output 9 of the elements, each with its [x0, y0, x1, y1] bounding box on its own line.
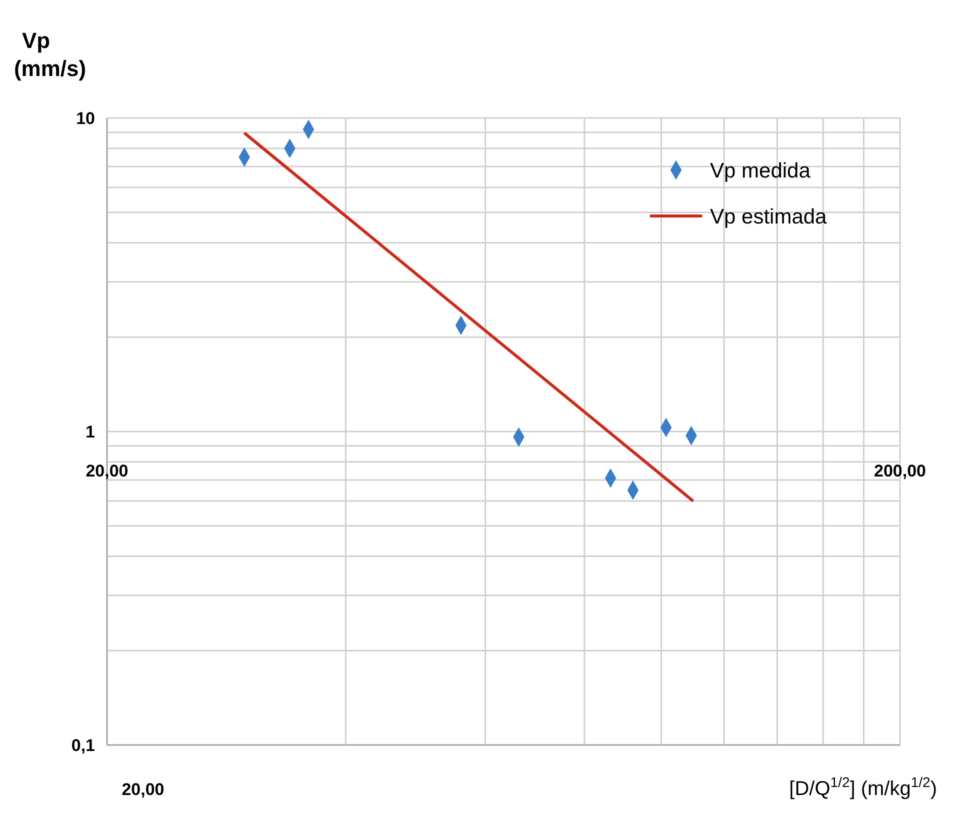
y-tick-label: 0,1 — [71, 736, 95, 755]
legend-label: Vp estimada — [710, 205, 828, 228]
y-axis-title: Vp (mm/s) — [14, 28, 86, 81]
x-axis-title: [D/Q$^{1/2}$] (m/kg$^{1/2}$) — [789, 774, 937, 800]
legend-label: Vp medida — [710, 159, 811, 182]
x-tick-label: 200,00 — [874, 462, 926, 480]
text: 20,00 — [122, 780, 164, 799]
y-tick-label: 1 — [86, 422, 95, 442]
y-tick-label: 10 — [76, 108, 95, 128]
